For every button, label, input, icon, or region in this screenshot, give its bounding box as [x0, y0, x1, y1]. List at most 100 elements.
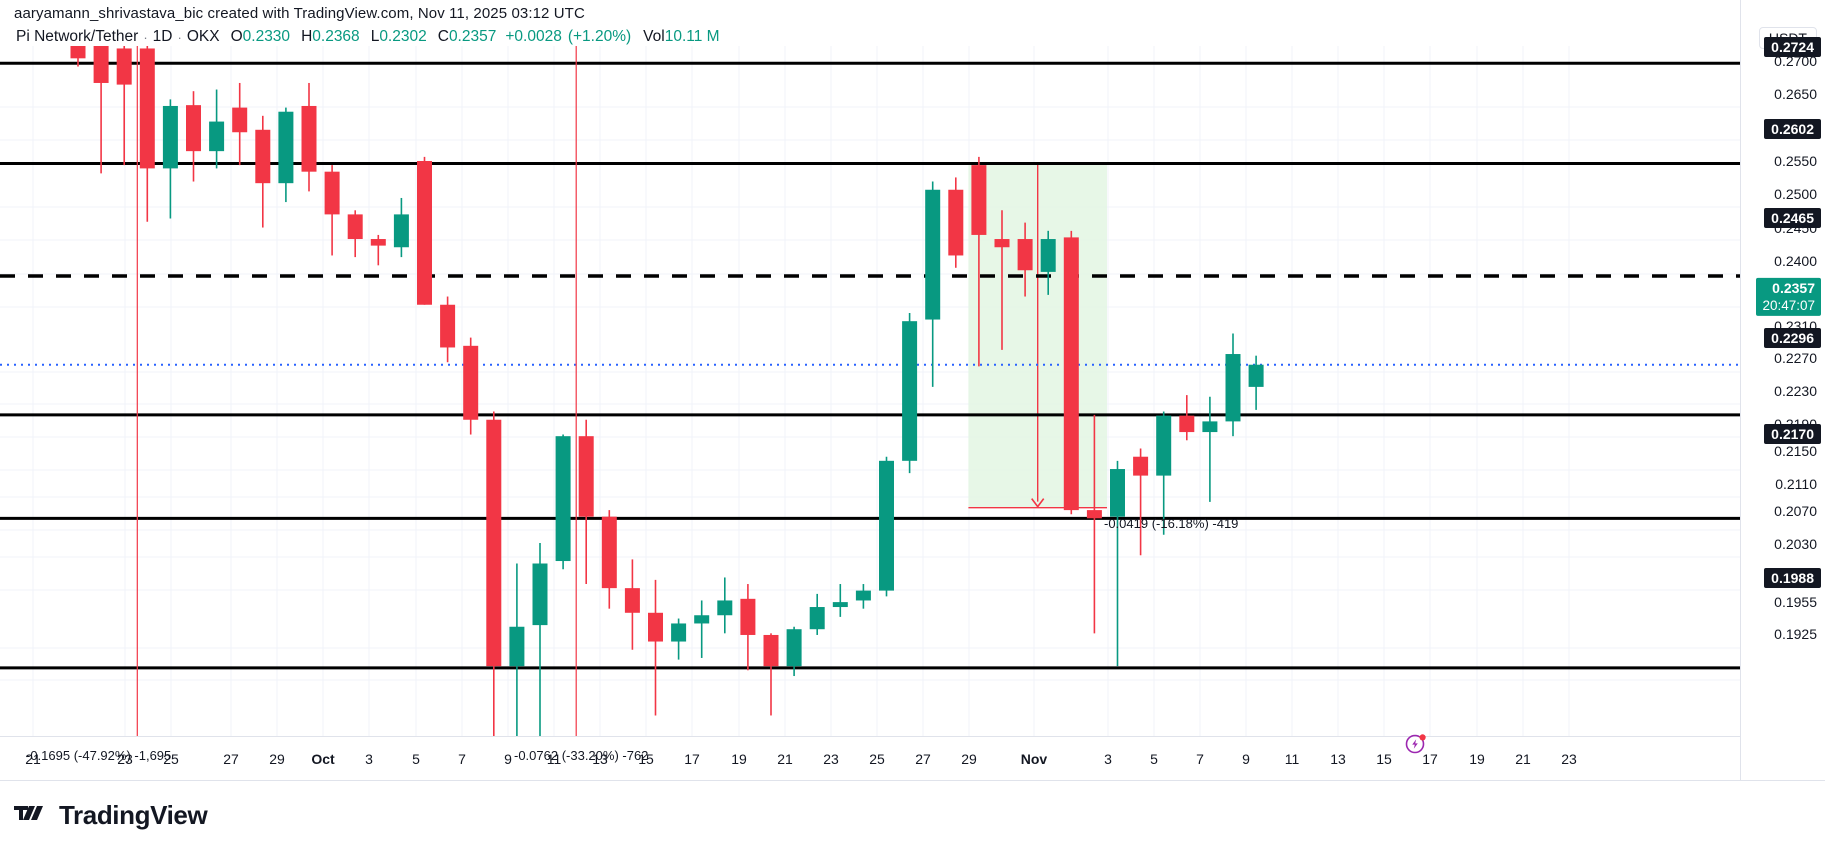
- live-price-badge: 0.2357 20:47:07: [1756, 277, 1821, 317]
- candlestick: [1063, 230, 1079, 515]
- time-axis-label: 29: [961, 751, 977, 767]
- tradingview-wordmark: TradingView: [59, 799, 208, 830]
- open-value: 0.2330: [242, 28, 291, 45]
- candlestick: [301, 82, 317, 192]
- candle-body: [370, 239, 386, 246]
- price-tick-label: 0.2030: [1774, 536, 1817, 552]
- candle-body: [948, 189, 964, 256]
- price-tick-label: 0.2110: [1775, 476, 1817, 492]
- candle-body: [671, 623, 687, 642]
- close-value: 0.2357: [448, 28, 497, 45]
- candle-body: [278, 111, 294, 184]
- price-tick-label: 0.2150: [1774, 443, 1817, 459]
- candle-body: [347, 214, 363, 240]
- candlestick: [532, 542, 548, 736]
- tradingview-logo[interactable]: TradingView: [14, 799, 208, 831]
- price-level-badge: 0.2296: [1764, 328, 1821, 348]
- time-axis-label: 11: [546, 751, 562, 767]
- candle-body: [139, 48, 155, 169]
- open-label: O: [230, 28, 243, 45]
- candlestick: [578, 419, 594, 585]
- candlestick: [994, 210, 1010, 350]
- candle-body: [994, 239, 1010, 248]
- candlestick: [162, 99, 178, 219]
- footer-bar: TradingView: [0, 780, 1825, 849]
- candlestick: [624, 559, 640, 650]
- candlestick: [232, 82, 248, 166]
- candle-body: [763, 634, 779, 667]
- time-axis-label: 19: [1469, 751, 1485, 767]
- candlestick: [671, 618, 687, 660]
- close-label: C: [437, 28, 449, 45]
- candle-body: [209, 121, 225, 152]
- candle-body: [879, 460, 894, 591]
- candle-body: [532, 563, 548, 626]
- candle-body: [1156, 415, 1172, 476]
- time-axis-label: 23: [1561, 751, 1577, 767]
- candlestick: [1179, 395, 1195, 441]
- candle-body: [601, 516, 617, 589]
- candle-body: [232, 107, 248, 133]
- candlestick: [1225, 333, 1241, 437]
- time-axis[interactable]: 21 23 25 27 29 Oct 3 5 7 9 11 13 15 17 19 21 23 25 27 29 Nov…: [0, 736, 1740, 780]
- candle-body: [855, 590, 871, 601]
- candle-body: [70, 46, 86, 59]
- time-axis-label: 15: [638, 751, 654, 767]
- vol-value: 10.11 M: [664, 28, 720, 45]
- price-axis[interactable]: USDT 0.27240.27000.26500.26020.25500.250…: [1740, 0, 1825, 780]
- high-label: H: [301, 28, 313, 45]
- legend-separator-2: ·: [177, 29, 182, 45]
- candle-body: [116, 48, 132, 85]
- candle-body: [786, 629, 802, 667]
- candlestick: [1156, 411, 1172, 535]
- candle-body: [93, 46, 109, 83]
- candle-body: [578, 436, 594, 517]
- candlestick: [1040, 230, 1056, 295]
- candlestick: [925, 181, 941, 387]
- candle-body: [255, 129, 271, 184]
- candlestick: [393, 197, 409, 258]
- candle-body: [717, 600, 733, 616]
- candle-body: [1063, 237, 1079, 511]
- live-price-value: 0.2357: [1772, 279, 1815, 296]
- candle-body: [1133, 456, 1149, 476]
- candlestick: [347, 210, 363, 258]
- exchange-label[interactable]: OKX: [186, 28, 220, 45]
- candle-body: [971, 165, 987, 235]
- symbol-name[interactable]: Pi Network/Tether: [16, 28, 139, 45]
- price-tick-label: 0.1955: [1774, 594, 1817, 610]
- tradingview-logo-icon: [14, 806, 43, 820]
- time-axis-label: 5: [1150, 751, 1158, 767]
- candle-body: [393, 214, 409, 248]
- low-label: L: [370, 28, 380, 45]
- price-tick-label: 0.2070: [1774, 503, 1817, 519]
- candle-body: [809, 607, 825, 630]
- candlestick: [1133, 448, 1149, 556]
- time-axis-label: 25: [163, 751, 179, 767]
- chart-legend: Pi Network/Tether · 1D · OKX O0.2330 H0.…: [16, 28, 720, 46]
- time-axis-label: 15: [1376, 751, 1392, 767]
- candlestick: [763, 633, 779, 716]
- time-axis-label: 25: [869, 751, 885, 767]
- candlestick: [440, 296, 456, 363]
- time-axis-label: 11: [1284, 751, 1300, 767]
- candle-body: [555, 436, 571, 562]
- candlestick: [486, 411, 502, 736]
- lightning-bolt-icon[interactable]: [1404, 731, 1428, 755]
- measure-box-annotation: -0.0419 (-16.18%) -419: [1104, 516, 1239, 531]
- candlestick: [70, 46, 86, 67]
- time-axis-label: 13: [1330, 751, 1346, 767]
- candle-body: [186, 105, 201, 152]
- chart-plot-area[interactable]: [0, 46, 1740, 736]
- price-level-badge: 0.1988: [1764, 568, 1821, 588]
- time-axis-label: 5: [412, 751, 420, 767]
- candlestick: [809, 593, 825, 635]
- price-level-badge: 0.2724: [1764, 37, 1821, 57]
- interval-label[interactable]: 1D: [152, 28, 173, 45]
- candlestick: [879, 456, 894, 597]
- candle-body: [324, 171, 340, 215]
- time-axis-label: 27: [915, 751, 931, 767]
- candlestick: [255, 115, 271, 228]
- candlestick: [971, 156, 987, 367]
